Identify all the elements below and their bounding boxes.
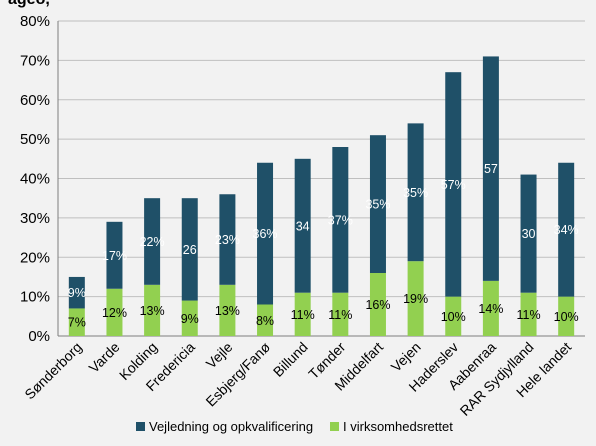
data-label: 30 [522, 227, 536, 241]
bar-virksomhedsrettet-12 [520, 292, 537, 336]
data-label: 8% [256, 314, 274, 328]
bar-virksomhedsrettet-11 [482, 280, 499, 336]
bar-vejledning-8 [369, 135, 386, 273]
bar-vejledning-5 [257, 162, 274, 305]
chart-title-fragment: ageo, [8, 0, 50, 8]
bar-virksomhedsrettet-7 [332, 292, 349, 336]
bar-virksomhedsrettet-3 [181, 300, 198, 336]
y-tick-label: 70% [20, 52, 50, 69]
data-label: 26 [183, 243, 197, 257]
bar-virksomhedsrettet-10 [445, 296, 462, 336]
bar-vejledning-0 [68, 276, 85, 309]
data-label: 10% [554, 310, 579, 324]
bar-virksomhedsrettet-1 [106, 288, 123, 336]
legend-swatch-1 [330, 422, 339, 431]
bar-virksomhedsrettet-0 [68, 308, 85, 336]
data-label: 13% [140, 304, 165, 318]
bar-virksomhedsrettet-5 [257, 304, 274, 336]
bar-vejledning-4 [219, 194, 236, 285]
data-label: 23% [215, 233, 240, 247]
legend-swatch-0 [136, 422, 145, 431]
data-label: 11% [291, 308, 315, 322]
data-label: 12% [102, 306, 127, 320]
data-labels: 7% 9% 12% 17% 13% 22% 9% 26 13% 23% 8% 36% 11% 34 11% 3… [68, 162, 579, 330]
data-label: 11% [516, 308, 540, 322]
bar-vejledning-13 [558, 162, 575, 297]
bar-vejledning-11 [482, 56, 499, 281]
data-label: 37% [328, 213, 353, 227]
y-axis: 0% 10% 20% 30% 40% 50% 60% 70% 80% [20, 13, 585, 345]
data-label: 13% [215, 304, 240, 318]
data-label: 22% [140, 235, 165, 249]
data-label: 35% [365, 198, 390, 212]
y-tick-label: 20% [20, 249, 50, 266]
y-tick-label: 30% [20, 210, 50, 227]
data-label: 17% [102, 249, 127, 263]
category-label: Vejle [203, 339, 236, 372]
bar-vejledning-2 [144, 198, 161, 285]
bars [68, 56, 575, 336]
data-label: 9% [181, 312, 199, 326]
data-label: 9% [68, 286, 86, 300]
y-tick-label: 40% [20, 171, 50, 188]
data-label: 11% [328, 308, 352, 322]
data-label: 57% [441, 178, 466, 192]
y-tick-label: 0% [28, 328, 50, 345]
bar-virksomhedsrettet-8 [369, 273, 386, 336]
bar-vejledning-1 [106, 221, 123, 289]
data-label: 36% [253, 227, 278, 241]
data-label: 34% [554, 223, 579, 237]
category-label: Billund [270, 339, 311, 380]
y-tick-label: 80% [20, 13, 50, 30]
legend: Vejledning og opkvalificering I virksomhe… [136, 419, 453, 434]
bar-vejledning-9 [407, 123, 424, 262]
y-tick-label: 10% [20, 289, 50, 306]
bar-vejledning-10 [445, 72, 462, 297]
data-label: 34 [296, 219, 310, 233]
legend-label: Vejledning og opkvalificering [149, 419, 313, 434]
data-label: 7% [68, 316, 86, 330]
y-tick-label: 50% [20, 131, 50, 148]
bar-virksomhedsrettet-6 [294, 292, 311, 336]
data-label: 10% [441, 310, 466, 324]
bar-virksomhedsrettet-13 [558, 296, 575, 336]
data-label: 14% [478, 302, 503, 316]
data-label: 57 [484, 162, 498, 176]
bar-vejledning-7 [332, 147, 349, 293]
category-label: Sønderborg [21, 339, 85, 403]
bar-vejledning-12 [520, 174, 537, 293]
gridlines [58, 20, 585, 337]
bar-virksomhedsrettet-9 [407, 261, 424, 336]
y-tick-label: 60% [20, 92, 50, 109]
data-label: 35% [403, 186, 428, 200]
data-label: 19% [403, 292, 428, 306]
bar-vejledning-3 [181, 198, 198, 301]
data-label: 16% [365, 298, 390, 312]
bar-virksomhedsrettet-2 [144, 284, 161, 336]
bar-virksomhedsrettet-4 [219, 284, 236, 336]
bar-vejledning-6 [294, 158, 311, 293]
legend-label: I virksomhedsrettet [343, 419, 453, 434]
